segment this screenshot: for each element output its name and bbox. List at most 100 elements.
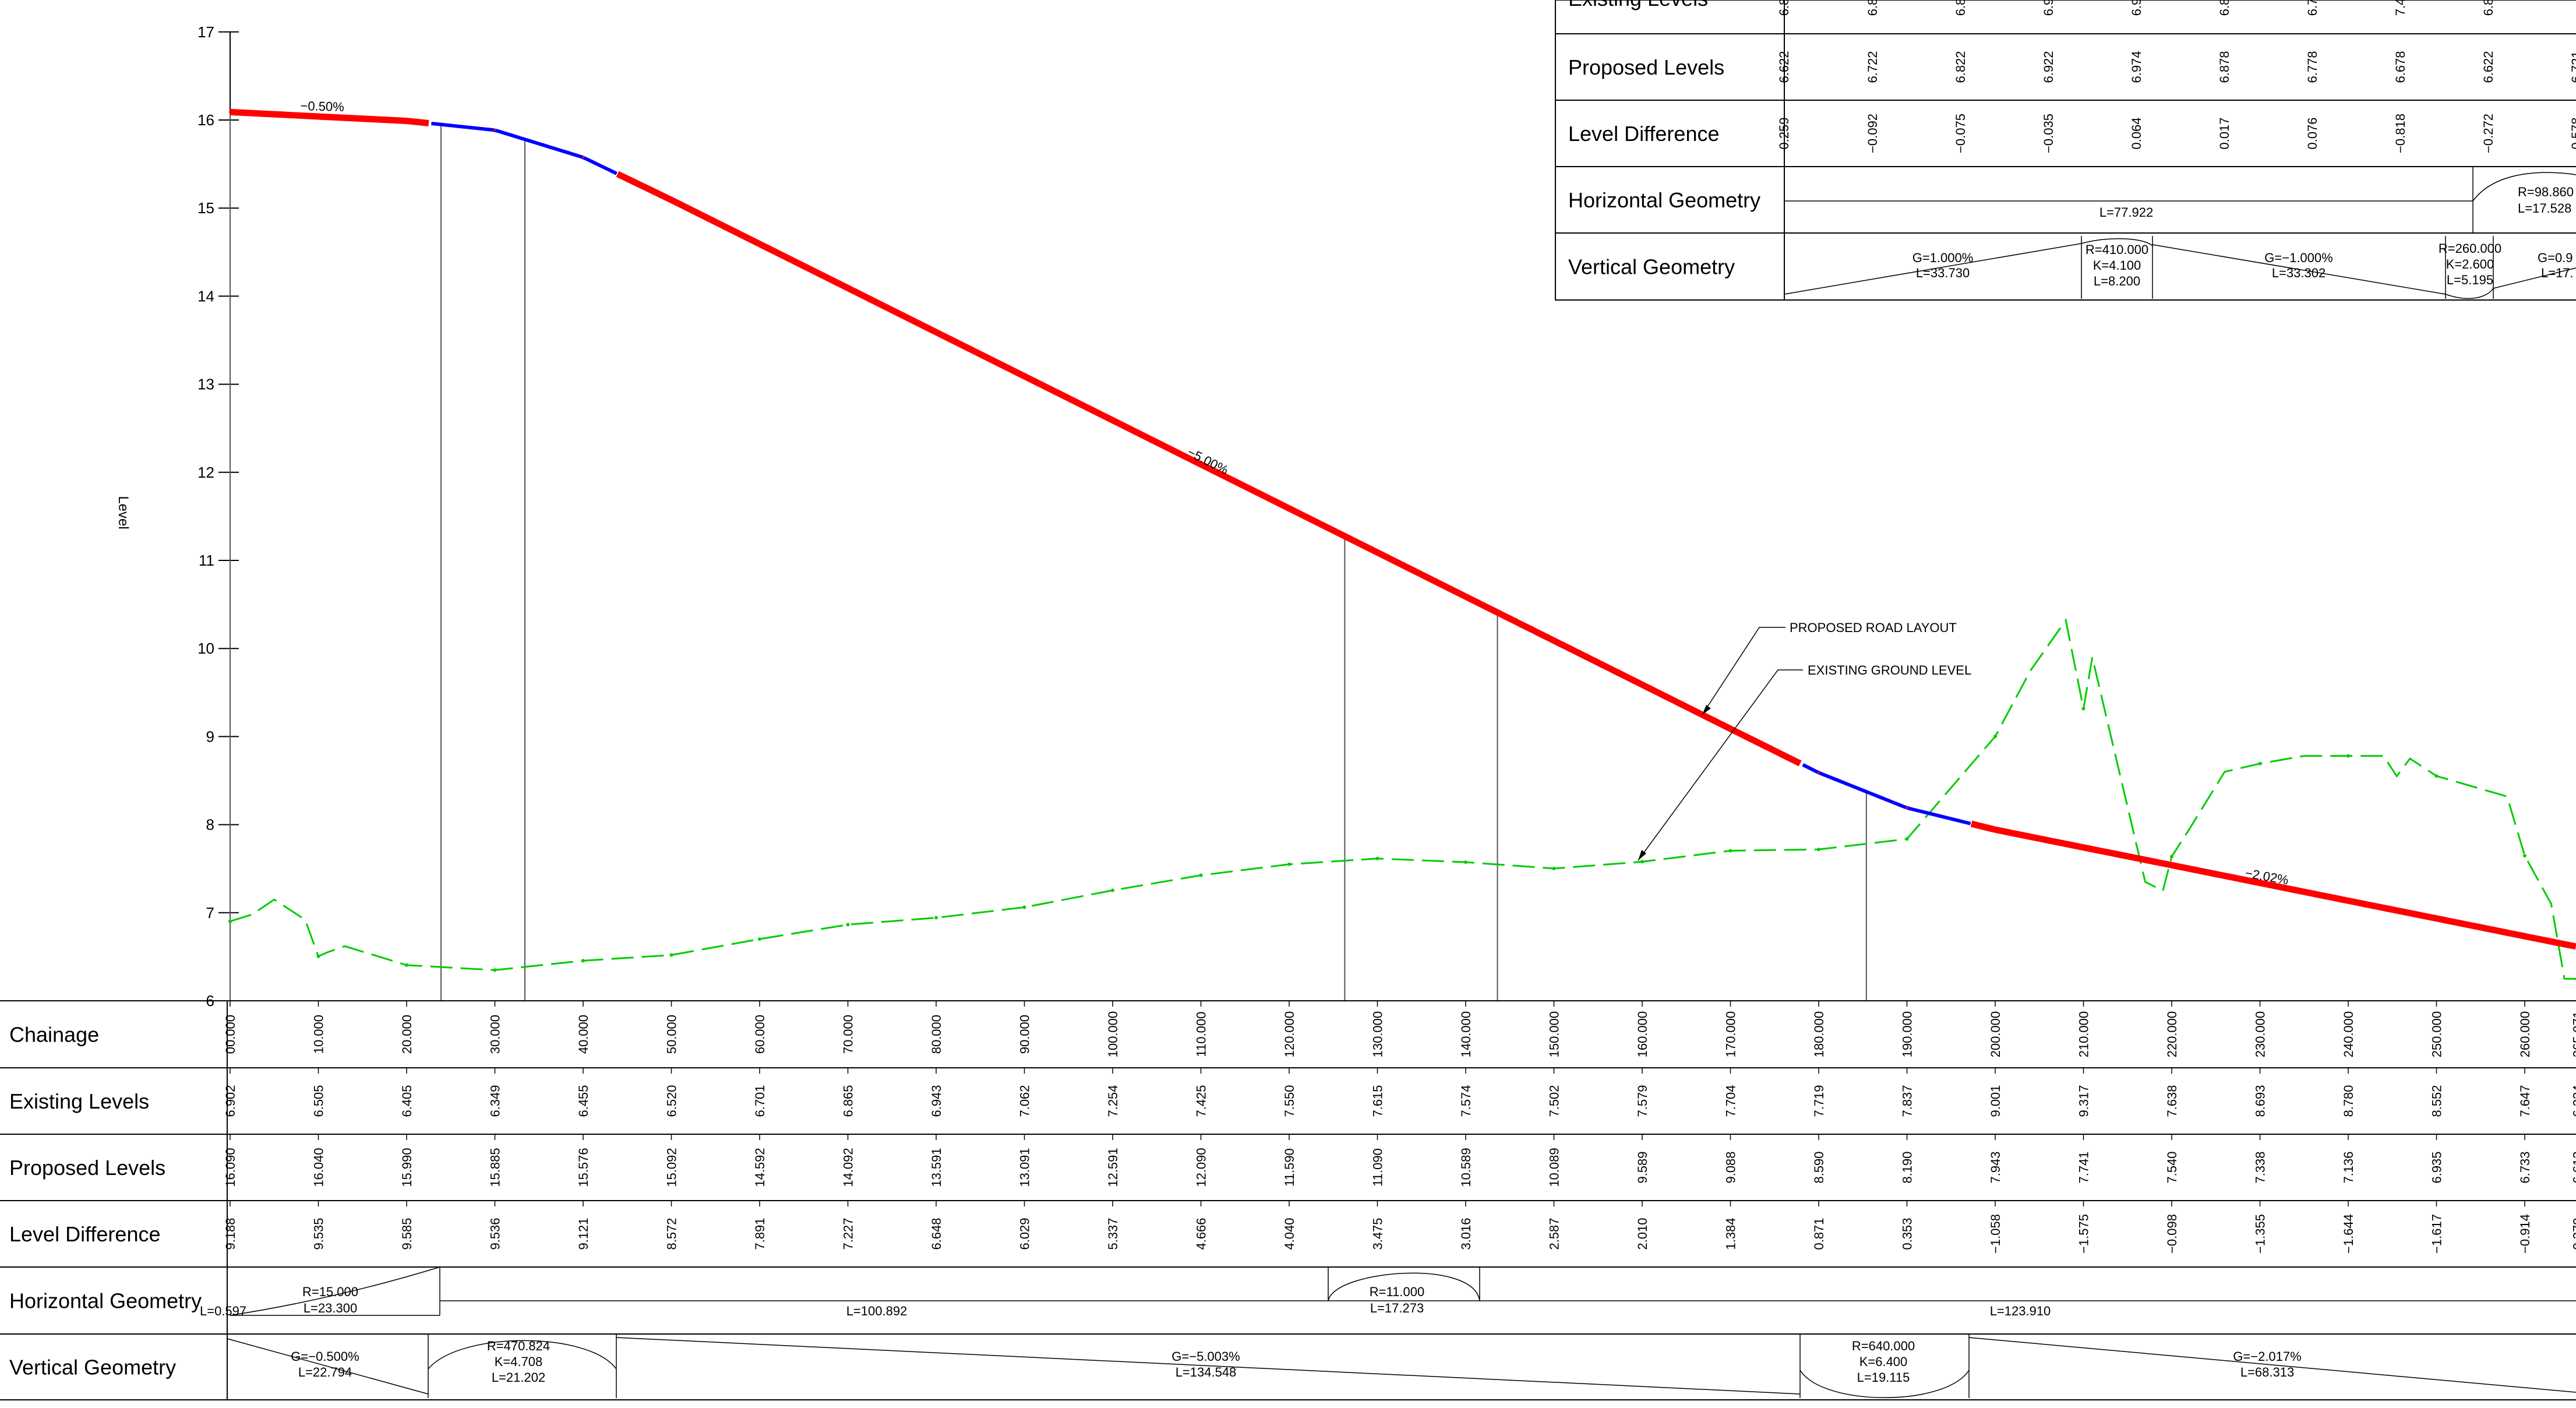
- proposed-callout-label: PROPOSED ROAD LAYOUT: [1790, 620, 1957, 635]
- table-grid: [0, 1000, 2576, 1400]
- table-cell-chainage: 265.971: [2570, 1011, 2576, 1058]
- inset-data-table: Existing Levels Proposed Levels Level Diff…: [1555, 0, 2576, 301]
- vertical-curve-2: [1799, 1370, 1970, 1398]
- inset-cell-difference: −0.075: [1953, 114, 1968, 153]
- inset-vertical-4-r: R=260.000: [2439, 241, 2501, 256]
- proposed-road-point: [1465, 595, 1467, 598]
- table-cell-existing: 6.455: [576, 1085, 591, 1117]
- proposed-road-point: [405, 119, 408, 122]
- table-cell-chainage: 90.000: [1018, 1015, 1032, 1054]
- existing-ground-point: [2081, 707, 2085, 711]
- table-cell-chainage: 160.000: [1635, 1011, 1650, 1058]
- existing-ground-point: [316, 954, 320, 958]
- table-values: 00.000 10.000 20.000 30.000 40.000 50.000 60.0…: [223, 1001, 2576, 1254]
- inset-cell-difference: 0.578: [2569, 117, 2576, 149]
- inset-row-label: Level Difference: [1568, 122, 1720, 146]
- inset-vertical-2-k: K=4.100: [2093, 258, 2141, 273]
- existing-ground-point: [934, 916, 938, 920]
- table-cell-chainage: 180.000: [1812, 1011, 1826, 1058]
- inset-values: 6.8 6.8 6.8 6.9 6.9 6.8 6.7 7.4 6.8 6.622 6.722 6.8…: [1777, 0, 2576, 153]
- inset-cell-difference: −0.272: [2481, 114, 2496, 153]
- table-cell-existing: 7.704: [1724, 1085, 1738, 1117]
- table-cell-proposed: 10.589: [1459, 1148, 1473, 1187]
- inset-vertical-geometry: G=1.000% L=33.730 R=410.000 K=4.100 L=8.…: [1784, 236, 2576, 299]
- inset-cell-existing: 7.4: [2393, 0, 2408, 16]
- existing-ground-point: [1199, 873, 1203, 877]
- table-cell-existing: 6.865: [841, 1085, 856, 1117]
- existing-ground-point: [1552, 866, 1556, 870]
- table-cell-proposed: 7.741: [2077, 1151, 2091, 1183]
- proposed-callout: PROPOSED ROAD LAYOUT: [1702, 620, 1957, 715]
- vertical-geometry-row: G=−0.500% L=22.794 R=470.824 K=4.708 L=2…: [227, 1334, 2576, 1398]
- inset-horizontal-line-label: L=77.922: [2099, 205, 2153, 220]
- table-cell-proposed: 7.338: [2253, 1151, 2268, 1183]
- table-cell-existing: 8.693: [2253, 1085, 2268, 1117]
- inset-cell-difference: 0.064: [2129, 117, 2144, 149]
- table-cell-difference: 5.337: [1106, 1218, 1120, 1250]
- inset-horizontal-geometry: L=77.922 R=98.860 L=17.528: [1784, 166, 2576, 233]
- table-cell-difference: 9.188: [223, 1218, 238, 1250]
- existing-ground-point: [1728, 849, 1732, 853]
- table-cell-difference: 4.040: [1282, 1218, 1297, 1250]
- existing-ground-point: [1287, 862, 1291, 866]
- table-cell-proposed: 6.613: [2570, 1151, 2576, 1183]
- table-cell-chainage: 110.000: [1194, 1012, 1209, 1057]
- proposed-grade-segment: [616, 171, 1802, 767]
- inset-cell-existing: 6.8: [2481, 0, 2496, 16]
- table-cell-difference: 2.010: [1635, 1218, 1650, 1250]
- horizontal-element-3: L=100.892: [846, 1304, 908, 1318]
- table-cell-difference: −0.098: [2165, 1214, 2179, 1254]
- table-cell-existing: 7.647: [2518, 1085, 2532, 1117]
- inset-cell-proposed: 6.622: [2481, 51, 2496, 83]
- proposed-road-point: [1552, 639, 1555, 642]
- table-cell-chainage: 80.000: [929, 1015, 944, 1054]
- proposed-road-point: [317, 115, 320, 118]
- table-cell-proposed: 7.540: [2165, 1151, 2179, 1183]
- proposed-road-point: [1729, 728, 1732, 731]
- table-cell-difference: 4.666: [1194, 1218, 1209, 1250]
- table-cell-existing: 7.579: [1635, 1085, 1650, 1117]
- table-cell-chainage: 250.000: [2430, 1011, 2444, 1058]
- vertical-element-2-r: R=470.824: [487, 1339, 550, 1353]
- inset-cell-difference: −0.818: [2393, 114, 2408, 153]
- table-cell-difference: 0.871: [1812, 1218, 1826, 1250]
- table-row-labels: Chainage Existing Levels Proposed Levels Le…: [9, 1023, 202, 1379]
- table-cell-chainage: 150.000: [1547, 1011, 1562, 1058]
- inset-cell-existing: 6.8: [2217, 0, 2232, 16]
- y-tick-label: 10: [197, 640, 214, 657]
- table-cell-existing: 6.505: [312, 1085, 326, 1117]
- existing-ground-point: [669, 953, 673, 957]
- table-cell-existing: 6.405: [400, 1085, 414, 1117]
- table-cell-chainage: 190.000: [1900, 1011, 1915, 1058]
- y-tick-label: 7: [206, 904, 214, 922]
- existing-ground-point: [2258, 761, 2262, 765]
- table-cell-proposed: 7.943: [1988, 1151, 2003, 1183]
- proposed-road-point: [493, 129, 496, 132]
- table-cell-chainage: 130.000: [1371, 1011, 1385, 1058]
- proposed-road-point: [229, 111, 231, 114]
- table-cell-difference: −1.058: [1988, 1214, 2003, 1254]
- inset-horizontal-curve: [2472, 172, 2576, 202]
- table-cell-difference: 1.384: [1724, 1218, 1738, 1250]
- table-cell-proposed: 6.935: [2430, 1151, 2444, 1183]
- proposed-road-point: [935, 331, 937, 334]
- table-cell-proposed: 12.591: [1106, 1148, 1120, 1187]
- proposed-road-point: [1288, 507, 1290, 510]
- table-cell-difference: 9.536: [488, 1218, 503, 1250]
- proposed-road-point: [1199, 463, 1202, 466]
- table-cell-chainage: 00.000: [223, 1015, 238, 1054]
- inset-cell-proposed: 6.822: [1953, 51, 1968, 83]
- inset-cell-proposed: 6.622: [1777, 51, 1791, 83]
- y-tick-label: 15: [197, 199, 214, 217]
- vertical-element-1-g: G=−0.500%: [291, 1349, 359, 1364]
- table-cell-existing: 6.349: [488, 1085, 503, 1117]
- table-cell-proposed: 10.089: [1547, 1148, 1562, 1187]
- table-cell-difference: 8.572: [665, 1218, 679, 1250]
- inset-vertical-4-l: L=5.195: [2447, 273, 2493, 287]
- inset-vertical-3-g: G=−1.000%: [2264, 250, 2332, 265]
- existing-ground-point: [758, 937, 761, 941]
- inset-cell-difference: 0.076: [2305, 117, 2320, 149]
